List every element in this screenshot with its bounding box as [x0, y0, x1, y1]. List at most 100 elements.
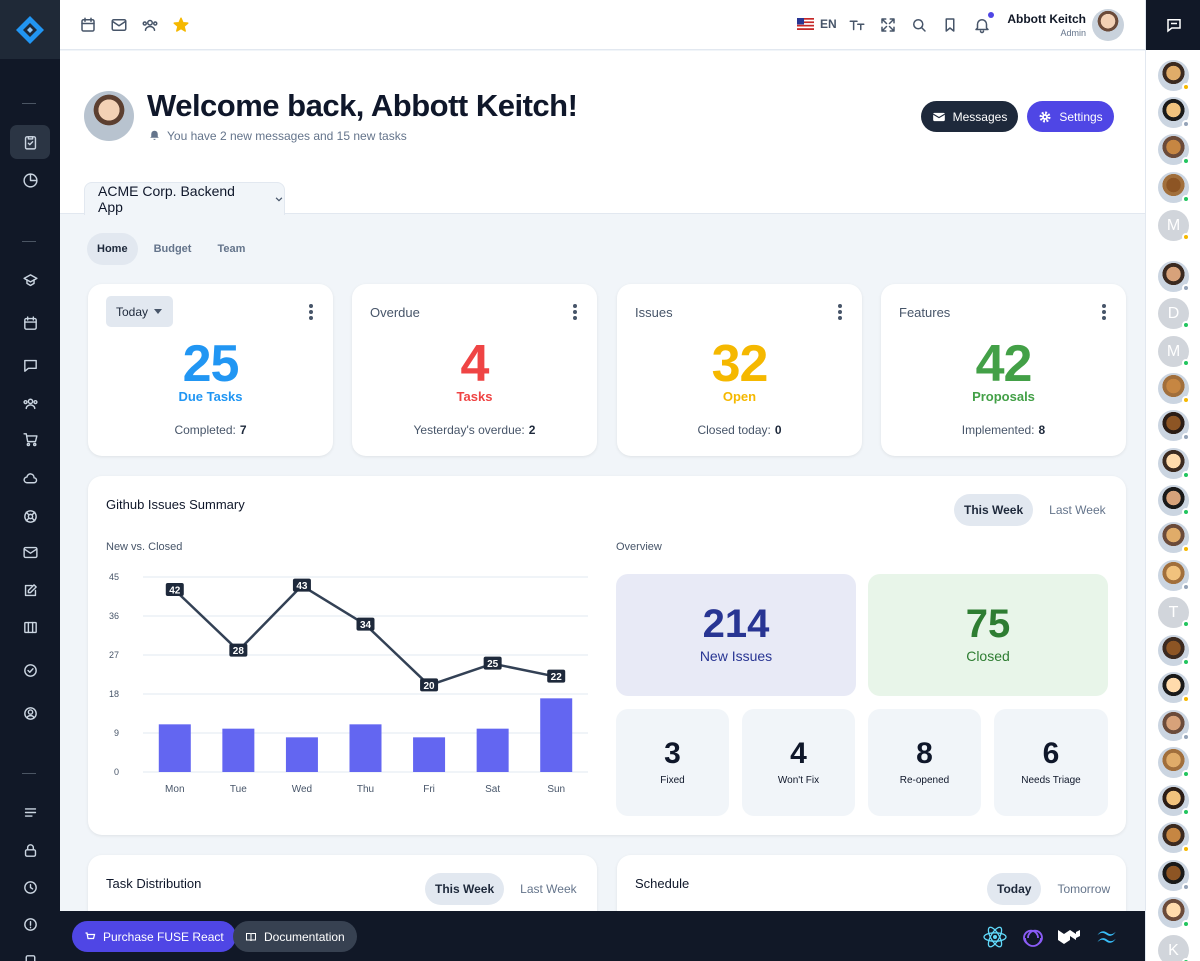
star-shortcut-icon[interactable] — [171, 15, 191, 35]
nav-help-center-icon[interactable] — [10, 499, 50, 533]
data-label: 34 — [360, 620, 372, 631]
users-shortcut-icon[interactable] — [140, 15, 160, 35]
nav-contacts-icon[interactable] — [10, 386, 50, 420]
nav-analytics-icon[interactable] — [10, 163, 50, 197]
chart-title: New vs. Closed — [106, 541, 183, 553]
nav-alert-icon[interactable] — [10, 907, 50, 941]
messages-button[interactable]: Messages — [921, 101, 1018, 132]
nav-file-manager-icon[interactable] — [10, 461, 50, 495]
contact-avatar[interactable] — [1158, 635, 1190, 666]
more-vertical-icon[interactable] — [1102, 304, 1106, 320]
settings-button[interactable]: Settings — [1027, 101, 1114, 132]
fuse-logo[interactable] — [0, 0, 60, 59]
fuse-logo-icon — [16, 15, 44, 44]
contact-avatar[interactable] — [1158, 485, 1190, 516]
user-avatar[interactable] — [1092, 9, 1124, 41]
tab-team[interactable]: Team — [217, 243, 246, 255]
presence-status-dot — [1182, 433, 1190, 441]
needs-triage-label: Needs Triage — [1021, 775, 1081, 786]
contact-avatar[interactable] — [1158, 410, 1190, 441]
redux-logo-icon[interactable] — [1020, 924, 1046, 950]
contact-avatar[interactable] — [1158, 261, 1190, 292]
nav-notes-icon[interactable] — [10, 573, 50, 607]
nav-project-dashboard-icon[interactable] — [10, 125, 50, 159]
this-week-button[interactable]: This Week — [425, 873, 505, 905]
contact-avatar[interactable]: D — [1158, 298, 1190, 329]
stat-footer: Yesterday's overdue: 2 — [352, 423, 597, 437]
mui-logo-icon[interactable] — [1056, 924, 1082, 950]
contact-avatar[interactable] — [1158, 560, 1190, 591]
contact-initial: D — [1167, 304, 1180, 322]
tab-home[interactable]: Home — [87, 233, 138, 265]
contact-avatar[interactable] — [1158, 897, 1190, 928]
contact-avatar[interactable] — [1158, 747, 1190, 778]
nav-chat-icon[interactable] — [10, 348, 50, 382]
contact-avatar[interactable] — [1158, 785, 1190, 816]
contact-avatar[interactable] — [1158, 710, 1190, 741]
contact-avatar[interactable] — [1158, 97, 1190, 128]
contact-avatar[interactable] — [1158, 134, 1190, 165]
chart-bar — [285, 737, 318, 772]
x-tick-label: Sun — [547, 784, 565, 795]
this-week-button[interactable]: This Week — [954, 494, 1034, 526]
contact-avatar[interactable] — [1158, 448, 1190, 479]
contact-avatar[interactable]: M — [1158, 210, 1190, 241]
last-week-button[interactable]: Last Week — [1049, 503, 1106, 517]
bookmark-icon[interactable] — [940, 15, 960, 35]
contact-avatar[interactable]: M — [1158, 336, 1190, 367]
more-vertical-icon[interactable] — [573, 304, 577, 320]
contact-avatar[interactable]: K — [1158, 935, 1190, 961]
calendar-shortcut-icon[interactable] — [78, 15, 98, 35]
github-week-toggle: This Week Last Week — [954, 494, 1116, 526]
contact-avatar[interactable] — [1158, 373, 1190, 404]
search-icon[interactable] — [909, 15, 929, 35]
contact-avatar[interactable] — [1158, 672, 1190, 703]
nav-calendar-icon[interactable] — [10, 306, 50, 340]
contact-avatar[interactable] — [1158, 822, 1190, 853]
more-vertical-icon[interactable] — [309, 304, 313, 320]
notifications-bell-icon[interactable] — [972, 15, 992, 35]
contact-avatar[interactable] — [1158, 860, 1190, 891]
today-dropdown[interactable]: Today — [106, 296, 173, 327]
react-logo-icon[interactable] — [982, 924, 1008, 950]
last-week-button[interactable]: Last Week — [520, 882, 577, 896]
contact-initial: T — [1168, 603, 1179, 621]
contact-avatar[interactable] — [1158, 60, 1190, 91]
stat-label: Tasks — [456, 389, 493, 404]
stat-footer-label: Yesterday's overdue: — [413, 423, 525, 437]
language-selector[interactable]: EN — [797, 17, 837, 31]
contact-avatar[interactable] — [1158, 522, 1190, 553]
nav-document-icon[interactable] — [10, 944, 50, 961]
nav-scrumboard-icon[interactable] — [10, 610, 50, 644]
presence-status-dot — [1182, 508, 1190, 516]
tab-budget[interactable]: Budget — [153, 243, 192, 255]
nav-mailbox-icon[interactable] — [10, 535, 50, 569]
stat-footer-value: 7 — [239, 423, 247, 437]
tailwind-logo-icon[interactable] — [1094, 924, 1120, 950]
overview-title: Overview — [616, 541, 662, 553]
nav-clock-icon[interactable] — [10, 870, 50, 904]
nav-lock-icon[interactable] — [10, 833, 50, 867]
documentation-button[interactable]: Documentation — [233, 921, 357, 952]
contact-avatar[interactable]: T — [1158, 597, 1190, 628]
more-vertical-icon[interactable] — [838, 304, 842, 320]
nav-academy-icon[interactable] — [10, 263, 50, 297]
project-selector[interactable]: ACME Corp. Backend App — [84, 182, 285, 215]
mail-shortcut-icon[interactable] — [109, 15, 129, 35]
today-button[interactable]: Today — [987, 873, 1042, 905]
fullscreen-icon[interactable] — [878, 15, 898, 35]
chat-toggle[interactable] — [1146, 0, 1200, 50]
data-label: 42 — [169, 586, 181, 597]
nav-profile-icon[interactable] — [10, 696, 50, 730]
tomorrow-button[interactable]: Tomorrow — [1057, 882, 1111, 896]
contact-avatar[interactable] — [1158, 172, 1190, 203]
font-size-icon[interactable] — [847, 15, 867, 35]
stat-footer-value: 8 — [1038, 423, 1046, 437]
nav-tasks-icon[interactable] — [10, 653, 50, 687]
fixed-tile: 3 Fixed — [616, 709, 729, 816]
presence-status-dot — [1182, 583, 1190, 591]
nav-menu-icon[interactable] — [10, 795, 50, 829]
nav-ecommerce-icon[interactable] — [10, 422, 50, 456]
purchase-button[interactable]: Purchase FUSE React — [72, 921, 236, 952]
user-name[interactable]: Abbott Keitch — [1007, 12, 1086, 26]
